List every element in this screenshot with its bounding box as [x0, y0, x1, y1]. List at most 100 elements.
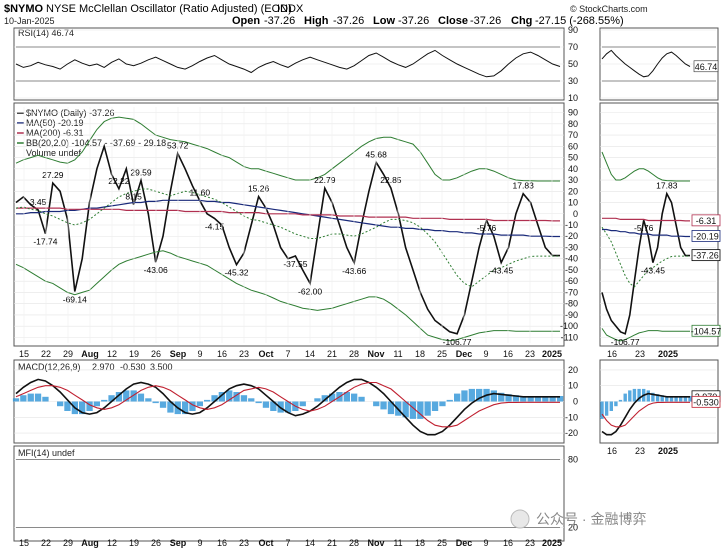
x-tick-label-bottom: 16	[217, 538, 227, 548]
y-tick-label: -50	[565, 265, 578, 275]
x-axis-bottom: 15 22 29 Aug 12 19 26 Sep 9 16 23 Oct 7 14 21 28 Nov 11 18…	[19, 538, 562, 548]
series-signal	[601, 401, 690, 428]
y-tick-label: -20	[565, 231, 578, 241]
histogram-bar	[57, 401, 64, 407]
zoom-x-tick-label-bottom: 2025	[658, 446, 678, 456]
price-panel	[13, 102, 565, 347]
series-bb-lower	[601, 328, 690, 342]
symbol-title: $NYMO	[4, 3, 44, 15]
zoom-x-tick-label: 16	[607, 349, 617, 359]
panel-frames	[13, 27, 719, 542]
histogram-bar	[167, 401, 174, 413]
histogram-bar	[527, 396, 534, 402]
macd-legend-macd: 2.970	[92, 362, 115, 372]
y-tick-label: 0	[573, 209, 578, 219]
close-value: -37.26	[470, 15, 501, 27]
watermark-text: 公众号 · 金融博弈	[536, 511, 646, 527]
x-tick-label: 9	[483, 349, 488, 359]
x-tick-label: 2025	[542, 349, 562, 359]
price-annotation: 3.45	[30, 197, 47, 207]
price-annotation: -69.14	[63, 295, 87, 305]
histogram-bar	[461, 390, 468, 402]
rsi-value-tag-text: 46.74	[695, 62, 718, 72]
series-bb-mid	[601, 226, 690, 288]
x-tick-label: Dec	[456, 349, 473, 359]
x-tick-label: Oct	[258, 349, 273, 359]
x-tick-label-bottom: Dec	[456, 538, 473, 548]
x-tick-label: 15	[19, 349, 29, 359]
x-tick-label: 23	[525, 349, 535, 359]
chart-date: 10-Jan-2025	[4, 16, 55, 26]
x-axis-main: 15 22 29 Aug 12 19 26 Sep 9 16 23 Oct 7 14 21 28 Nov 11 18…	[19, 349, 562, 359]
x-tick-label-bottom: 2025	[542, 538, 562, 548]
zoom-x-tick-label-bottom: 16	[607, 446, 617, 456]
histogram-bar	[505, 394, 512, 402]
y-tick-label: 50	[568, 153, 578, 163]
price-annotation: 17.83	[513, 181, 535, 191]
histogram-bar	[101, 399, 108, 402]
x-tick-label: 25	[437, 349, 447, 359]
y-tick-label: 30	[568, 175, 578, 185]
y-tick-label: -20	[565, 428, 578, 438]
x-tick-label-bottom: 16	[503, 538, 513, 548]
open-label: Open	[232, 15, 260, 27]
x-tick-label: 16	[503, 349, 513, 359]
series-macd	[15, 378, 560, 436]
series-ma-200-	[602, 217, 690, 222]
y-tick-label: 10	[568, 381, 578, 391]
price-annotation: 22.22	[108, 176, 130, 186]
x-tick-label: 23	[239, 349, 249, 359]
x-tick-label-bottom: 9	[483, 538, 488, 548]
value-tag	[691, 249, 721, 262]
symbol-description: NYSE McClellan Oscillator (Ratio Adjuste…	[46, 3, 292, 15]
series-ma-50-	[602, 228, 690, 238]
x-tick-label: Nov	[367, 349, 384, 359]
histogram-bar	[262, 401, 270, 408]
histogram-bar	[512, 395, 520, 402]
histogram-bar	[454, 393, 461, 402]
histogram-bar	[115, 392, 123, 402]
y-tick-label: 10	[568, 198, 578, 208]
histogram-bar	[646, 390, 650, 402]
histogram-bar	[284, 401, 292, 413]
histogram-bar	[218, 392, 225, 402]
histogram-bar	[314, 398, 321, 402]
x-tick-label-bottom: 29	[63, 538, 73, 548]
x-tick-label: 19	[129, 349, 139, 359]
series-rsi-14-	[601, 49, 691, 78]
histogram-bar	[387, 401, 395, 415]
zoom-x-tick-label: 23	[635, 349, 645, 359]
y-tick-label: 20	[568, 186, 578, 196]
histogram-bar	[402, 401, 409, 418]
macd-legend-hist: 3.500	[150, 362, 173, 372]
value-tag-text: -20.19	[693, 231, 719, 241]
histogram-bar	[655, 394, 660, 402]
series--nymo	[601, 191, 690, 335]
x-tick-label: 28	[349, 349, 359, 359]
legend-nymo: $NYMO (Daily) -37.26	[26, 108, 115, 118]
chg-label: Chg	[511, 15, 532, 27]
x-tick-label-bottom: Oct	[258, 538, 273, 548]
y-tick-label: -90	[565, 310, 578, 320]
histogram-bar	[20, 395, 27, 402]
wechat-icon	[510, 509, 530, 529]
x-tick-label: 21	[327, 349, 337, 359]
x-tick-label-bottom: Sep	[170, 538, 187, 548]
histogram-bar	[42, 396, 49, 402]
y-tick-label: 40	[568, 164, 578, 174]
y-tick-label: 80	[568, 454, 578, 464]
series-signal	[15, 381, 560, 428]
x-tick-label-bottom: Nov	[367, 538, 384, 548]
price-annotation: -17.74	[33, 237, 57, 247]
mfi-legend: MFI(14) undef	[18, 448, 75, 458]
zoom-price-annotation: -106.77	[611, 337, 640, 347]
histogram-bar	[651, 392, 655, 402]
histogram-bar	[27, 393, 34, 402]
histogram-bar	[351, 393, 358, 402]
y-tick-label: 20	[568, 523, 578, 533]
legend-volume: Volume undef	[26, 148, 82, 158]
histogram-bar	[152, 401, 159, 404]
macd-value-tag-text: -0.530	[693, 397, 719, 407]
y-tick-label: 30	[568, 76, 578, 86]
